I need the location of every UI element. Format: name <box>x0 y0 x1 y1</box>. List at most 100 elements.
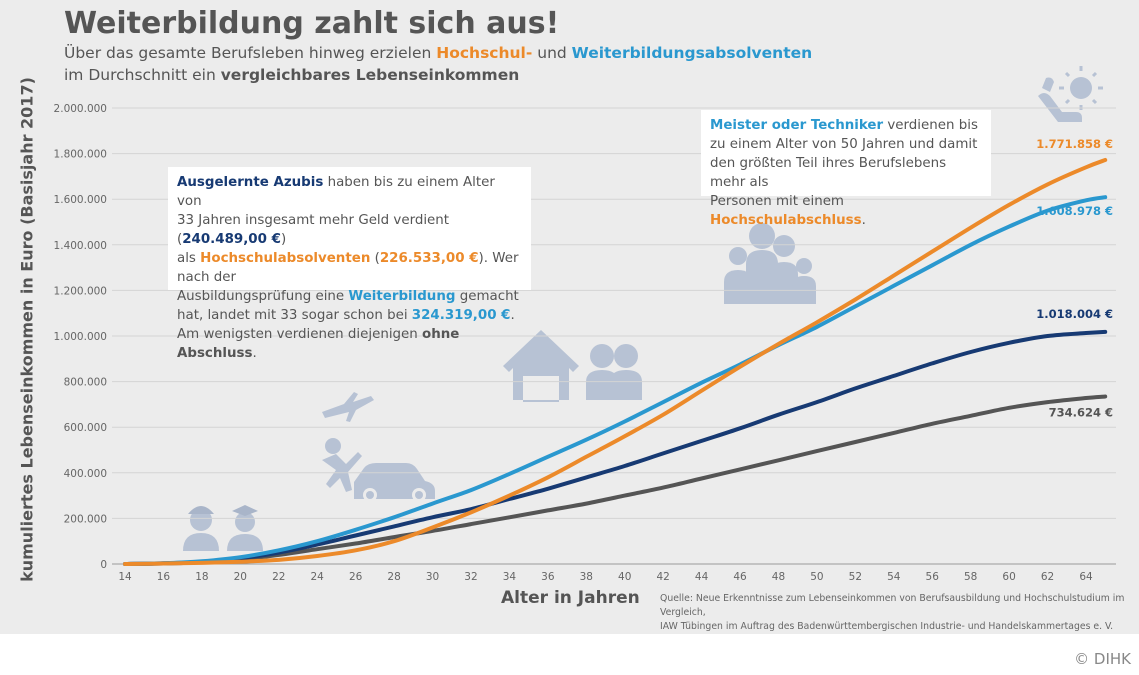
annotation-line: Ausbildungsprüfung eine Weiterbildung ge… <box>177 287 522 306</box>
plane-icon <box>322 392 374 422</box>
highlight-weiterbildung: Weiterbildung <box>348 289 456 304</box>
annotation-text: Ausbildungsprüfung eine <box>177 289 349 304</box>
subtitle-line-2: im Durchschnitt ein vergleichbares Leben… <box>64 66 519 84</box>
series-line-weiterbildung <box>123 195 1108 566</box>
end-value-label-ohne: 734.624 € <box>1049 406 1113 420</box>
annotation-line: Ausgelernte Azubis haben bis zu einem Al… <box>177 173 522 211</box>
x-tick-label: 42 <box>656 571 669 583</box>
x-tick-label: 34 <box>503 571 517 583</box>
annotation-line: Personen mit einem Hochschulabschluss. <box>710 192 982 230</box>
y-tick-label: 200.000 <box>64 513 107 525</box>
annotation-line: hat, landet mit 33 sogar schon bei 324.3… <box>177 306 522 325</box>
source-line: Quelle: Neue Erkenntnisse zum Lebenseink… <box>660 593 1125 618</box>
annotation-box-azubis: Ausgelernte Azubis haben bis zu einem Al… <box>168 167 531 361</box>
x-tick-label: 62 <box>1041 571 1054 583</box>
page-title: Weiterbildung zahlt sich aus! <box>64 6 560 41</box>
x-tick-label: 40 <box>618 571 631 583</box>
x-tick-label: 54 <box>887 571 901 583</box>
end-value-label-azubi: 1.018.004 € <box>1036 307 1113 321</box>
x-tick-label: 52 <box>849 571 862 583</box>
highlight-value-weiterbildung: 324.319,00 € <box>411 308 511 323</box>
family-icon <box>724 223 816 304</box>
highlight-hochschulabschluss: Hochschulabschluss <box>710 213 862 228</box>
annotation-line: als Hochschulabsolventen (226.533,00 €).… <box>177 249 522 287</box>
annotation-line: 33 Jahren insgesamt mehr Geld verdient (… <box>177 211 522 249</box>
annotation-text: . <box>252 346 257 361</box>
subtitle-line-1: Über das gesamte Berufsleben hinweg erzi… <box>64 44 812 62</box>
subtitle-text: im Durchschnitt ein <box>64 66 221 84</box>
annotation-text: . <box>861 213 866 228</box>
source-line: IAW Tübingen im Auftrag des Badenwürttem… <box>660 621 1114 632</box>
annotation-text: 33 Jahren insgesamt mehr Geld verdient ( <box>177 213 450 247</box>
series-layer <box>123 158 1108 566</box>
x-tick-label: 36 <box>541 571 555 583</box>
series-line-azubi <box>123 329 1108 566</box>
highlight-hochschul: Hochschulabsolventen <box>200 251 371 266</box>
end-label-layer: 734.624 € 1.018.004 € 1.608.978 € 1.771.858… <box>1036 137 1113 419</box>
workers-icon <box>183 505 263 551</box>
x-tick-label: 44 <box>695 571 709 583</box>
x-tick-label: 22 <box>272 571 285 583</box>
icon-layer <box>183 66 1103 551</box>
annotation-line: den größten Teil ihres Berufslebens mehr… <box>710 156 947 190</box>
subtitle-highlight-weiterbildung: Weiterbildungsabsolventen <box>571 44 813 62</box>
x-tick-label: 30 <box>426 571 439 583</box>
y-tick-label: 600.000 <box>64 422 107 434</box>
highlight-value-hochschul: 226.533,00 € <box>379 251 479 266</box>
y-tick-label: 1.400.000 <box>54 240 107 252</box>
subtitle-highlight-hochschul: Hochschul- <box>436 44 533 62</box>
person-jumping-icon <box>322 438 362 492</box>
y-tick-label: 1.000.000 <box>54 331 107 343</box>
annotation-text: verdienen bis <box>883 118 978 133</box>
x-axis-title: Alter in Jahren <box>501 588 640 608</box>
x-tick-label: 48 <box>772 571 785 583</box>
annotation-line: zu einem Alter von 50 Jahren und damit <box>710 137 978 152</box>
y-tick-label: 800.000 <box>64 377 107 389</box>
annotation-text: . <box>510 308 515 323</box>
x-tick-label: 16 <box>157 571 171 583</box>
end-value-label-hochschule: 1.771.858 € <box>1036 137 1113 151</box>
annotation-text: ). Wer nach der <box>177 251 519 285</box>
annotation-text: gemacht <box>455 289 519 304</box>
x-tick-label: 14 <box>118 571 132 583</box>
annotation-text: haben bis zu einem Alter von <box>177 175 495 209</box>
grid-layer <box>112 107 1116 565</box>
line-chart: 0 200.000 400.000 600.000 800.000 1.000.000 1.… <box>54 66 1116 583</box>
y-tick-label: 2.000.000 <box>54 103 107 115</box>
x-tick-label: 26 <box>349 571 363 583</box>
y-tick-label: 1.600.000 <box>54 194 107 206</box>
x-tick-label: 60 <box>1002 571 1015 583</box>
annotation-line: Am wenigsten verdienen diejenigen ohne A… <box>177 325 522 363</box>
x-tick-label: 46 <box>733 571 747 583</box>
subtitle-text: und <box>532 44 572 62</box>
annotation-box-meister: Meister oder Techniker verdienen bis zu … <box>701 110 991 228</box>
annotation-text: Am wenigsten verdienen diejenigen <box>177 327 423 342</box>
subtitle-text: Über das gesamte Berufsleben hinweg erzi… <box>64 44 437 62</box>
highlight-ohne: ohne Abschluss <box>177 327 460 361</box>
car-icon <box>354 463 435 502</box>
x-tick-label: 38 <box>580 571 593 583</box>
annotation-text: ( <box>370 251 380 266</box>
x-tick-label: 28 <box>387 571 400 583</box>
source-note: Quelle: Neue Erkenntnisse zum Lebenseink… <box>660 592 1139 634</box>
x-tick-label: 64 <box>1079 571 1093 583</box>
retiree-sun-icon <box>1038 66 1103 122</box>
couple-icon <box>586 344 642 400</box>
x-tick-label: 24 <box>311 571 325 583</box>
x-tick-label: 20 <box>234 571 247 583</box>
subtitle-highlight: vergleichbares Lebenseinkommen <box>220 66 520 84</box>
y-tick-label: 1.800.000 <box>54 149 107 161</box>
x-tick-label: 56 <box>926 571 940 583</box>
annotation-text: hat, landet mit 33 sogar schon bei <box>177 308 412 323</box>
annotation-line: Meister oder Techniker verdienen bis <box>710 116 982 135</box>
x-tick-label: 32 <box>464 571 477 583</box>
y-tick-label: 400.000 <box>64 468 107 480</box>
annotation-text: Personen mit einem <box>710 194 844 209</box>
highlight-value-azubi: 240.489,00 € <box>182 232 281 247</box>
annotation-text: ) <box>280 232 287 247</box>
end-value-label-weiterbildung: 1.608.978 € <box>1036 204 1113 218</box>
series-line-ohne <box>123 394 1108 566</box>
x-tick-label: 50 <box>810 571 823 583</box>
y-axis-title: kumuliertes Lebenseinkommen in Euro (Bas… <box>17 77 37 582</box>
series-line-hochschule <box>123 158 1108 566</box>
